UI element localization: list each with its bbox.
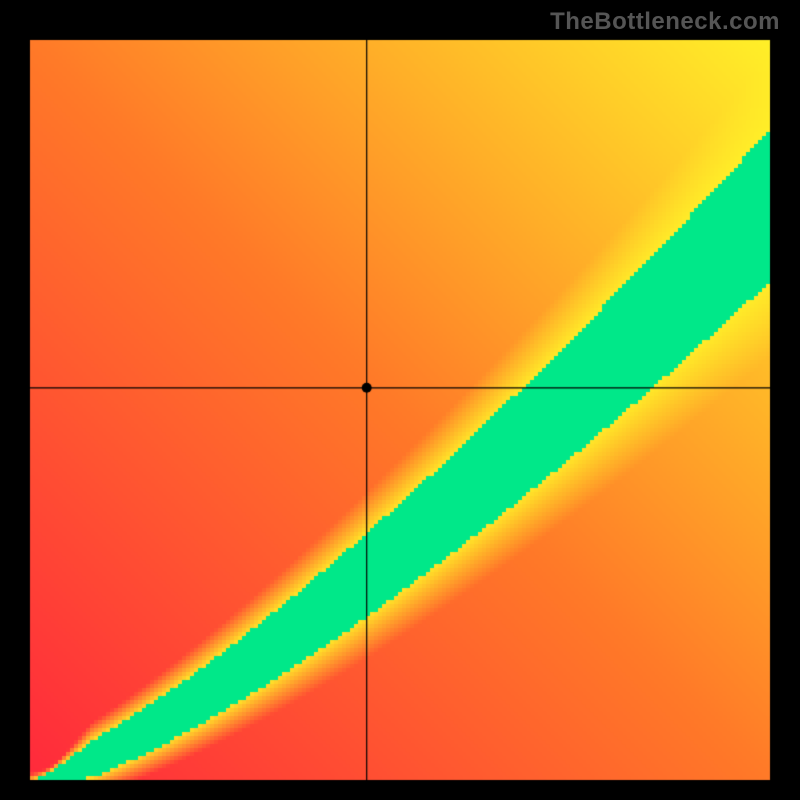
watermark-text: TheBottleneck.com [550, 8, 780, 36]
heatmap-canvas [0, 0, 800, 800]
chart-container: TheBottleneck.com [0, 0, 800, 800]
